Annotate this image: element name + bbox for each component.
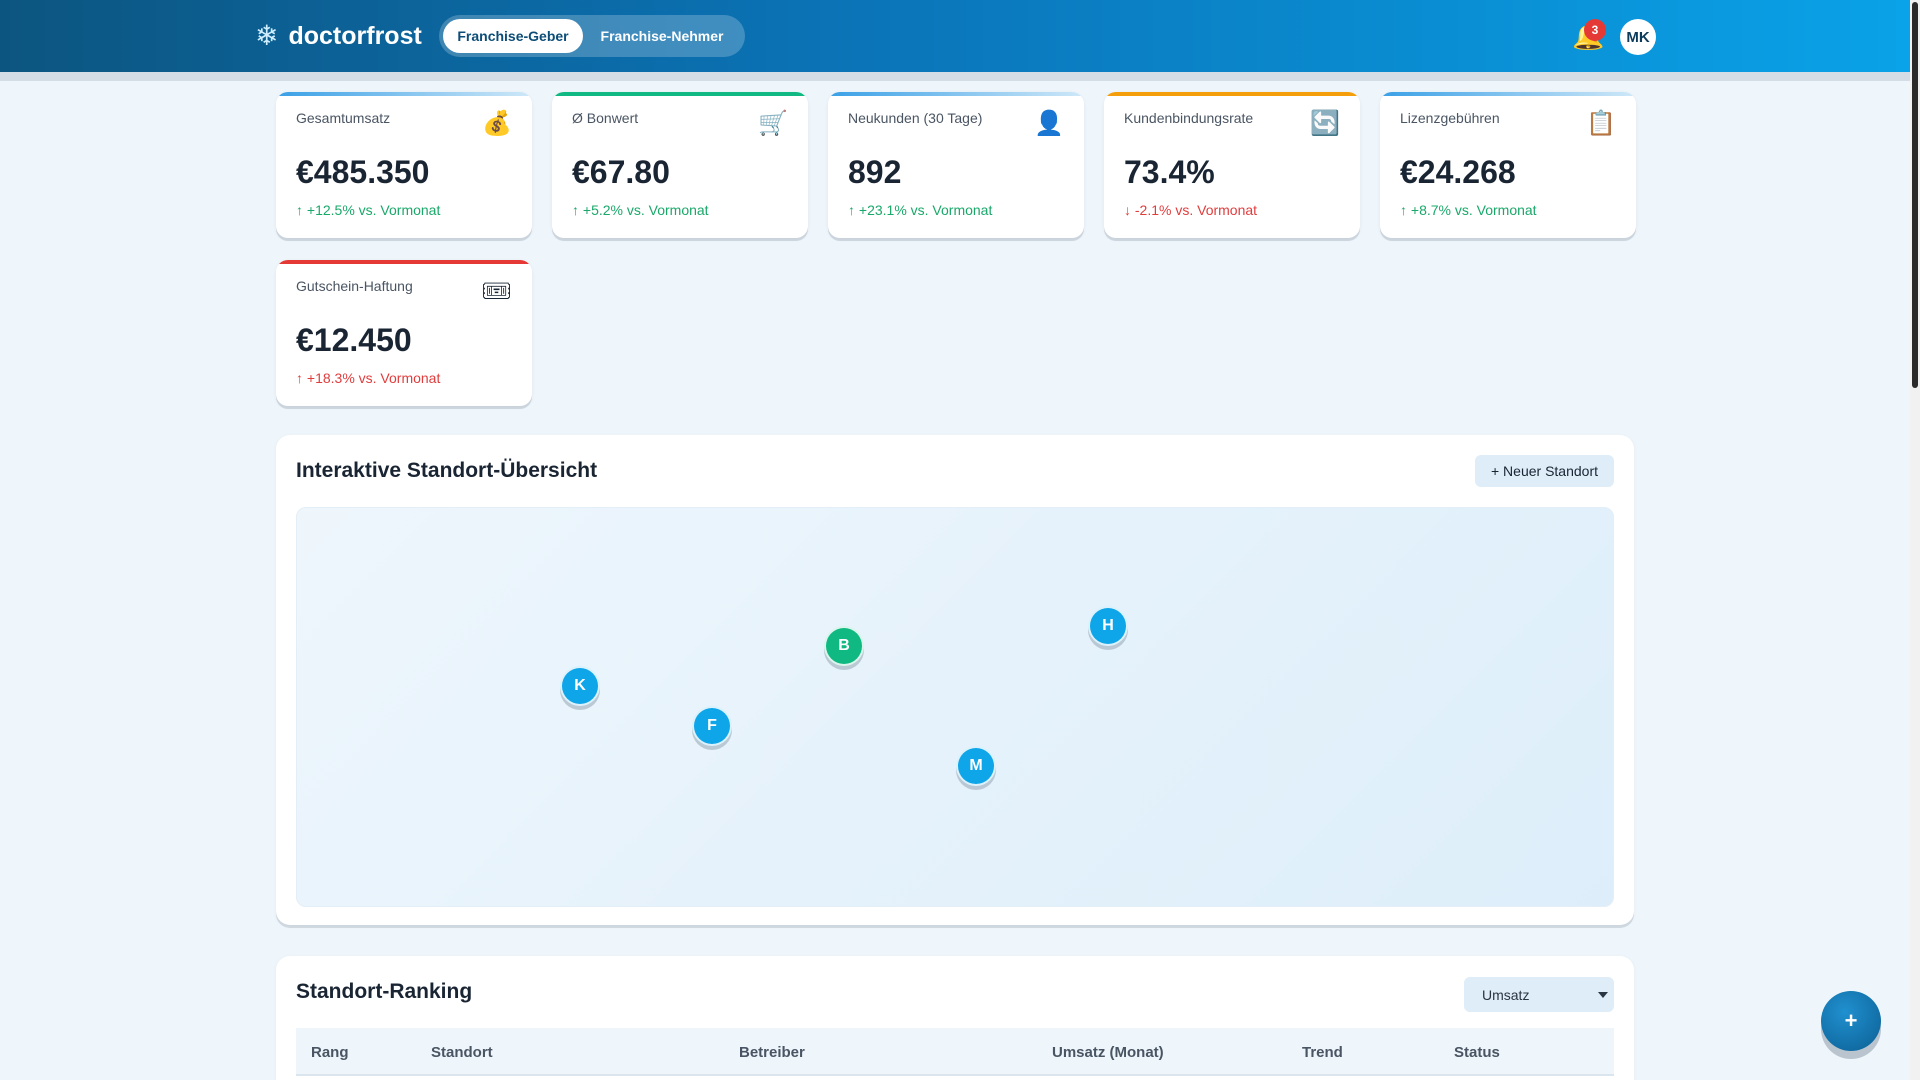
kpi-change: ↑ +12.5% vs. Vormonat: [296, 202, 441, 218]
mode-toggle: Franchise-Geber Franchise-Nehmer: [439, 15, 745, 57]
column-header-umsatz[interactable]: Umsatz (Monat): [1052, 1044, 1164, 1061]
notification-badge: 3: [1584, 19, 1606, 41]
kpi-label: Ø Bonwert: [572, 110, 639, 126]
kpi-label: Kundenbindungsrate: [1124, 110, 1254, 126]
kpi-label: Gesamtumsatz: [296, 110, 391, 126]
cart-icon: 🛒: [758, 110, 788, 137]
sort-select-value: Umsatz: [1482, 986, 1530, 1003]
kpi-value: €24.268: [1400, 154, 1516, 190]
kpi-value: €67.80: [572, 154, 670, 190]
map-panel: Interaktive Standort-Übersicht + Neuer S…: [276, 435, 1634, 925]
kpi-value: €485.350: [296, 154, 430, 190]
map-pin-m[interactable]: M: [956, 746, 996, 786]
kpi-card-gesamtumsatz[interactable]: Gesamtumsatz 💰 €485.350 ↑ +12.5% vs. Vor…: [276, 92, 532, 238]
kpi-value: €12.450: [296, 322, 412, 358]
top-header: ❄ doctorfrost Franchise-Geber Franchise-…: [0, 0, 1910, 72]
kpi-value: 73.4%: [1124, 154, 1215, 190]
ranking-sort-select[interactable]: Umsatz: [1464, 977, 1614, 1012]
location-map[interactable]: K F B M H: [296, 507, 1614, 907]
kpi-accent-bar: [276, 92, 532, 96]
kpi-card-bonwert[interactable]: Ø Bonwert 🛒 €67.80 ↑ +5.2% vs. Vormonat: [552, 92, 808, 238]
new-location-button[interactable]: + Neuer Standort: [1474, 455, 1614, 487]
kpi-label: Neukunden (30 Tage): [848, 110, 983, 126]
kpi-label: Lizenzgebühren: [1400, 110, 1500, 126]
kpi-grid: Gesamtumsatz 💰 €485.350 ↑ +12.5% vs. Vor…: [276, 92, 1636, 406]
kpi-change: ↓ -2.1% vs. Vormonat: [1124, 202, 1258, 218]
kpi-card-gutschein-haftung[interactable]: Gutschein-Haftung 🎟 €12.450 ↑ +18.3% vs.…: [276, 260, 532, 406]
kpi-card-neukunden[interactable]: Neukunden (30 Tage) 👤 892 ↑ +23.1% vs. V…: [828, 92, 1084, 238]
kpi-accent-bar: [828, 92, 1084, 96]
column-header-status[interactable]: Status: [1454, 1044, 1500, 1061]
kpi-accent-bar: [1104, 92, 1360, 96]
user-avatar[interactable]: MK: [1620, 19, 1656, 55]
refresh-icon: 🔄: [1310, 110, 1340, 137]
column-header-trend[interactable]: Trend: [1302, 1044, 1343, 1061]
page-scrollbar-thumb[interactable]: [1912, 2, 1918, 388]
user-icon: 👤: [1034, 110, 1064, 137]
map-pin-b[interactable]: B: [824, 626, 864, 666]
map-title: Interaktive Standort-Übersicht: [296, 459, 598, 482]
map-pin-f[interactable]: F: [692, 706, 732, 746]
kpi-change: ↑ +5.2% vs. Vormonat: [572, 202, 709, 218]
clipboard-icon: 📋: [1586, 110, 1616, 137]
mode-franchise-nehmer-button[interactable]: Franchise-Nehmer: [600, 28, 724, 44]
brand-name: doctorfrost: [288, 22, 422, 50]
chevron-down-icon: [1598, 992, 1608, 998]
kpi-value: 892: [848, 154, 902, 190]
kpi-card-kundenbindungsrate[interactable]: Kundenbindungsrate 🔄 73.4% ↓ -2.1% vs. V…: [1104, 92, 1360, 238]
kpi-change: ↑ +23.1% vs. Vormonat: [848, 202, 993, 218]
map-pin-k[interactable]: K: [560, 666, 600, 706]
ranking-title: Standort-Ranking: [296, 980, 473, 1003]
kpi-change: ↑ +18.3% vs. Vormonat: [296, 370, 441, 386]
page-scrollbar[interactable]: [1910, 0, 1920, 1080]
ticket-icon: 🎟: [481, 278, 512, 305]
column-header-betreiber[interactable]: Betreiber: [739, 1044, 805, 1061]
header-divider: [0, 72, 1910, 81]
ranking-table-header: Rang Standort Betreiber Umsatz (Monat) T…: [296, 1028, 1614, 1076]
ranking-panel: Standort-Ranking Umsatz Rang Standort Be…: [276, 956, 1634, 1080]
brand[interactable]: ❄ doctorfrost: [255, 18, 422, 54]
floating-add-button[interactable]: +: [1821, 991, 1881, 1051]
kpi-accent-bar: [1380, 92, 1636, 96]
kpi-card-lizenzgebuehren[interactable]: Lizenzgebühren 📋 €24.268 ↑ +8.7% vs. Vor…: [1380, 92, 1636, 238]
kpi-label: Gutschein-Haftung: [296, 278, 413, 294]
column-header-rang[interactable]: Rang: [311, 1044, 349, 1061]
snowflake-icon: ❄: [255, 20, 279, 51]
kpi-accent-bar: [552, 92, 808, 96]
mode-franchise-geber-button[interactable]: Franchise-Geber: [443, 19, 583, 53]
money-bag-icon: 💰: [482, 110, 512, 137]
kpi-change: ↑ +8.7% vs. Vormonat: [1400, 202, 1537, 218]
kpi-accent-bar: [276, 260, 532, 264]
column-header-standort[interactable]: Standort: [431, 1044, 493, 1061]
map-pin-h[interactable]: H: [1088, 606, 1128, 646]
